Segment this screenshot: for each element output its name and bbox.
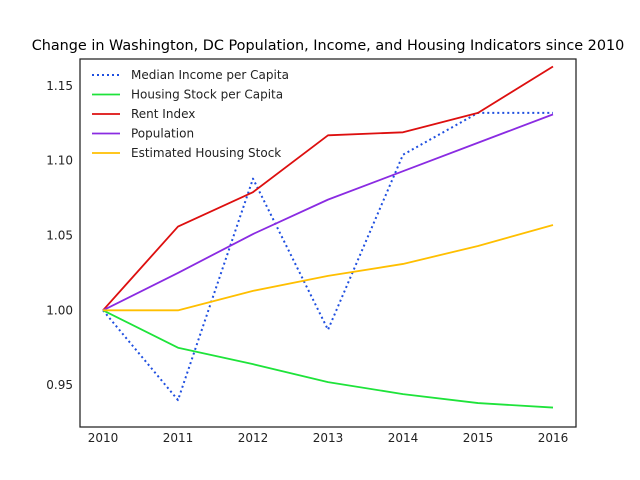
x-tick-label: 2010 xyxy=(88,431,119,445)
x-tick-label: 2016 xyxy=(538,431,569,445)
y-tick-label: 0.95 xyxy=(46,378,73,392)
x-tick-label: 2012 xyxy=(238,431,269,445)
series-line-3 xyxy=(102,113,554,312)
x-axis: 2010 2011 2012 2013 2014 2015 2016 xyxy=(88,431,569,445)
legend-label-2: Rent Index xyxy=(131,107,195,121)
x-tick-label: 2011 xyxy=(163,431,194,445)
plot-frame xyxy=(79,58,577,428)
series-layer xyxy=(102,65,554,409)
plot-area xyxy=(79,58,577,428)
legend-label-0: Median Income per Capita xyxy=(131,68,289,82)
x-tick-label: 2014 xyxy=(388,431,419,445)
legend-label-1: Housing Stock per Capita xyxy=(131,88,283,102)
y-tick-label: 1.15 xyxy=(46,79,73,93)
legend-label-4: Estimated Housing Stock xyxy=(131,146,281,160)
x-tick-label: 2015 xyxy=(463,431,494,445)
series-line-2 xyxy=(102,65,554,311)
series-line-1 xyxy=(102,309,554,409)
series-line-4 xyxy=(103,224,554,312)
y-tick-label: 1.05 xyxy=(46,229,73,243)
y-axis: 0.95 1.00 1.05 1.10 1.15 xyxy=(46,79,73,392)
legend: Median Income per Capita Housing Stock pe… xyxy=(92,68,289,160)
x-tick-label: 2013 xyxy=(313,431,344,445)
y-tick-label: 1.00 xyxy=(46,303,73,317)
y-tick-label: 1.10 xyxy=(46,154,73,168)
chart-title: Change in Washington, DC Population, Inc… xyxy=(32,38,625,54)
legend-label-3: Population xyxy=(131,127,194,141)
